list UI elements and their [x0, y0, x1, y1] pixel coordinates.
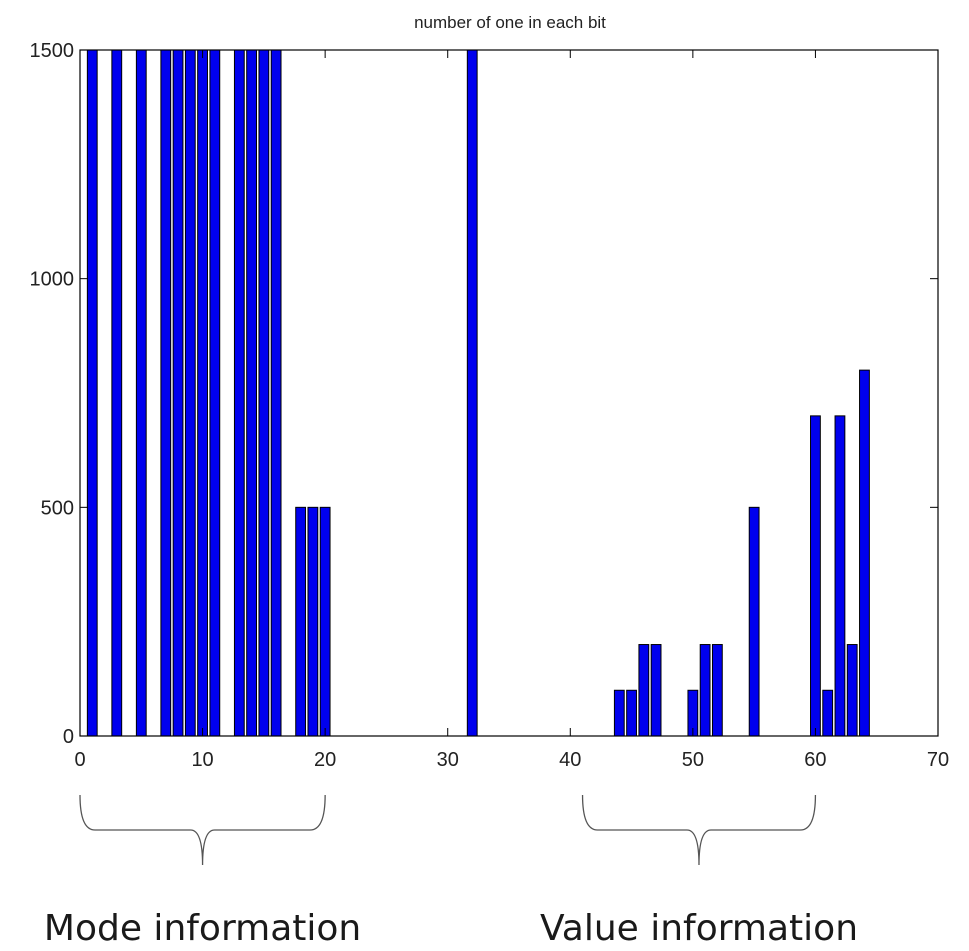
group-label-1: Mode information: [44, 908, 361, 949]
curly-brace-2: [581, 794, 817, 866]
x-tick-label: 60: [804, 749, 826, 771]
bar-bit-45: [626, 689, 637, 737]
chart-title: number of one in each bit: [414, 13, 606, 32]
bar-bit-60: [810, 415, 821, 737]
bar-bit-16: [270, 49, 282, 737]
bar-bit-44: [613, 689, 625, 737]
x-tick-label: 10: [191, 749, 213, 771]
y-tick-label: 0: [63, 726, 74, 748]
bar-bit-8: [172, 49, 184, 737]
bar-bit-63: [846, 644, 858, 737]
y-axis: 0 500 1000 1500: [30, 40, 938, 748]
bar-bit-18: [295, 506, 307, 737]
bar-bit-10: [197, 49, 208, 737]
group-label-2: Value information: [540, 908, 858, 949]
x-tick-label: 70: [927, 749, 949, 771]
bars: [86, 49, 870, 737]
bar-bit-52: [711, 644, 723, 737]
bar-bit-64: [859, 369, 870, 737]
bar-bit-47: [650, 644, 662, 737]
bar-bit-5: [135, 49, 147, 737]
y-tick-label: 1000: [30, 269, 75, 291]
bar-bit-3: [111, 49, 123, 737]
x-tick-label: 50: [682, 749, 704, 771]
bar-bit-14: [246, 49, 258, 737]
bar-bit-61: [822, 689, 834, 737]
bar-bit-20: [319, 506, 331, 737]
bar-bit-62: [834, 415, 846, 737]
bar-bit-9: [184, 49, 196, 737]
x-tick-label: 40: [559, 749, 581, 771]
bar-bit-32: [466, 49, 478, 737]
x-axis: 0 10 20 30 40 50 60 70: [74, 50, 949, 771]
y-tick-label: 500: [41, 497, 74, 519]
bar-bit-13: [233, 49, 245, 737]
x-tick-label: 30: [437, 749, 459, 771]
group-annotations: Mode information Value information: [44, 794, 858, 949]
plot-area-frame: [79, 49, 939, 737]
bar-bit-19: [307, 506, 319, 737]
x-tick-label: 20: [314, 749, 336, 771]
bar-bit-7: [160, 49, 172, 737]
bar-bit-15: [258, 49, 270, 737]
y-tick-label: 1500: [30, 40, 75, 62]
bar-bit-51: [699, 644, 711, 737]
x-tick-label: 0: [74, 749, 85, 771]
bar-bit-11: [209, 49, 221, 737]
curly-brace-1: [79, 794, 326, 866]
bar-bit-55: [748, 506, 760, 737]
bar-bit-46: [638, 644, 650, 737]
bar-bit-1: [86, 49, 98, 737]
